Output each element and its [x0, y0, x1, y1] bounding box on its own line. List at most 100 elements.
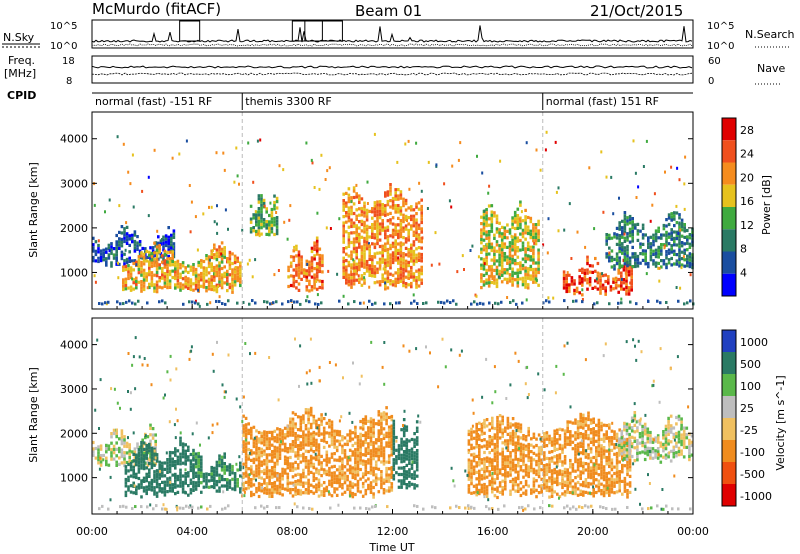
velocity-echo-cell: [374, 473, 378, 477]
velocity-echo-cell: [483, 425, 486, 429]
velocity-echo-cell: [270, 488, 274, 492]
power-echo-cell: [532, 223, 535, 227]
velocity-echo-cell: [605, 449, 608, 453]
power-echo-cell: [352, 224, 356, 228]
power-echo-cell: [529, 248, 533, 252]
velocity-echo-cell: [579, 432, 582, 436]
velocity-echo-cell: [496, 463, 499, 468]
power-echo-cell: [415, 256, 418, 260]
power-echo-cell: [534, 280, 538, 284]
power-echo-cell: [310, 275, 314, 279]
power-echo-cell: [407, 206, 410, 210]
velocity-echo-cell: [488, 479, 491, 483]
power-echo-cell: [220, 273, 224, 277]
power-echo-cell: [215, 290, 219, 294]
power-echo-cell: [297, 288, 301, 292]
power-echo-cell: [313, 247, 316, 251]
velocity-echo-cell: [501, 447, 504, 451]
power-echo-cell: [485, 208, 488, 212]
power-echo-cell: [415, 276, 418, 280]
velocity-echo-cell: [540, 477, 543, 481]
velocity-echo-cell: [189, 468, 193, 473]
power-echo-cell: [352, 221, 356, 225]
velocity-echo-cell: [278, 431, 282, 435]
velocity-echo-cell: [602, 471, 606, 475]
velocity-echo-cell: [176, 484, 180, 488]
power-echo-cell: [365, 269, 369, 273]
velocity-echo-cell: [291, 475, 295, 479]
power-echo-cell: [410, 259, 413, 263]
power-echo-cell: [300, 258, 303, 262]
velocity-echo-cell: [413, 432, 416, 436]
velocity-echo-cell: [566, 471, 569, 475]
power-echo-cell: [631, 226, 634, 230]
velocity-echo-cell: [333, 445, 336, 449]
velocity-echo-cell: [491, 448, 494, 452]
velocity-echo-cell: [483, 460, 486, 464]
power-echo-cell: [136, 241, 139, 245]
velocity-echo-cell: [205, 482, 208, 486]
power-echo-cell: [235, 146, 238, 150]
velocity-echo-cell: [509, 454, 512, 458]
velocity-echo-cell: [545, 434, 549, 438]
velocity-echo-cell: [369, 468, 373, 472]
velocity-echo-cell: [569, 484, 572, 488]
velocity-echo-cell: [110, 454, 113, 458]
velocity-echo-cell: [315, 438, 318, 442]
power-echo-cell: [360, 283, 364, 287]
velocity-echo-cell: [283, 471, 287, 475]
velocity-echo-cell: [509, 467, 512, 471]
power-echo-cell: [588, 270, 592, 274]
power-echo-cell: [371, 229, 374, 233]
velocity-echo-cell: [351, 485, 355, 489]
velocity-echo-cell: [179, 471, 182, 475]
velocity-echo-cell: [125, 451, 129, 455]
power-echo-cell: [404, 240, 408, 244]
velocity-echo-cell: [558, 443, 562, 447]
power-echo-cell: [315, 262, 319, 266]
power-echo-cell: [207, 271, 211, 275]
power-echo-cell: [635, 302, 638, 306]
velocity-echo-cell: [200, 471, 203, 475]
velocity-echo-cell: [132, 481, 135, 485]
velocity-echo-cell: [351, 437, 355, 441]
velocity-echo-cell: [517, 486, 520, 490]
power-echo-cell: [508, 273, 512, 277]
velocity-echo-cell: [252, 444, 256, 449]
power-echo-cell: [683, 302, 686, 306]
power-echo-cell: [345, 201, 348, 205]
power-echo-cell: [485, 233, 488, 237]
power-echo-cell: [94, 259, 98, 263]
velocity-echo-cell: [364, 469, 368, 473]
power-echo-cell: [305, 275, 309, 279]
power-echo-cell: [273, 232, 276, 237]
velocity-echo-cell: [524, 489, 528, 493]
power-echo-cell: [347, 206, 351, 210]
power-echo-cell: [373, 271, 377, 275]
velocity-echo-cell: [270, 494, 274, 498]
power-echo-cell: [639, 242, 642, 246]
velocity-echo-cell: [307, 485, 310, 489]
power-echo-cell: [102, 248, 105, 252]
power-echo-cell: [482, 273, 486, 277]
power-echo-cell: [371, 267, 374, 271]
power-echo-cell: [524, 256, 527, 260]
velocity-echo-cell: [351, 491, 355, 496]
velocity-echo-cell: [524, 463, 528, 467]
velocity-echo-cell: [140, 460, 143, 464]
velocity-echo-cell: [522, 485, 525, 489]
velocity-echo-cell: [582, 420, 585, 424]
power-echo-cell: [645, 139, 648, 143]
power-echo-cell: [604, 286, 607, 290]
velocity-echo-cell: [192, 452, 195, 456]
velocity-echo-cell: [135, 459, 138, 464]
power-echo-cell: [503, 258, 507, 262]
velocity-echo-cell: [537, 455, 541, 459]
power-echo-cell: [381, 276, 384, 280]
velocity-echo-cell: [322, 426, 326, 430]
power-echo-cell: [174, 260, 177, 265]
velocity-echo-cell: [200, 474, 203, 478]
velocity-echo-cell: [115, 454, 118, 458]
velocity-echo-cell: [328, 425, 331, 429]
velocity-echo-cell: [597, 431, 601, 435]
